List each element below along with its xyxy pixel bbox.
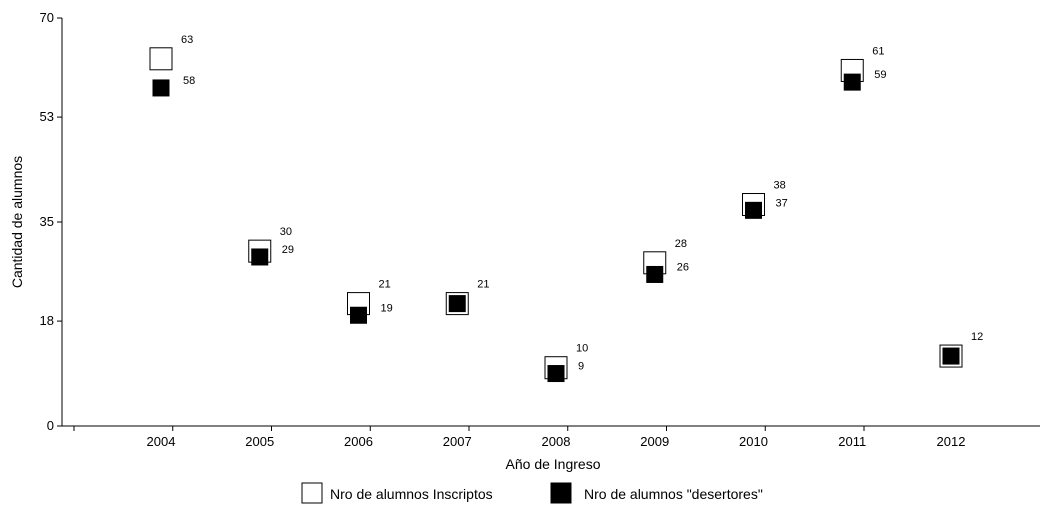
x-tick-label: 2004 [147,434,176,449]
legend-swatch-desertores [550,482,572,504]
desertores-marker [646,265,664,283]
data-markers [149,47,963,383]
x-tick-label: 2006 [344,434,373,449]
data-labels: 63 30 21 21 10 28 38 61 12 58 29 19 9 26 37 59 [181,34,983,373]
y-tick-label: 0 [47,418,54,433]
desertores-data-label: 37 [776,197,788,209]
inscriptos-data-label: 21 [379,279,391,291]
desertores-marker [745,201,762,219]
inscriptos-data-label: 30 [280,226,292,238]
y-ticks: 0 18 35 53 70 [40,10,62,433]
desertores-marker [843,73,861,91]
legend-label-inscriptos: Nro de alumnos Inscriptos [330,486,493,502]
inscriptos-data-label: 28 [675,238,687,250]
x-tick-label: 2008 [542,434,571,449]
desertores-data-label: 59 [874,69,886,81]
desertores-data-label: 19 [381,302,393,314]
inscriptos-data-label: 38 [774,180,786,192]
desertores-marker [152,79,170,97]
y-tick-label: 53 [40,109,54,124]
x-axis-title: Año de Ingreso [506,456,601,472]
desertores-marker [942,347,960,365]
inscriptos-data-label: 12 [971,331,983,343]
legend: Nro de alumnos Inscriptos Nro de alumnos… [301,482,763,504]
y-axis-title: Cantidad de alumnos [9,156,25,288]
desertores-marker [251,248,269,266]
x-tick-label: 2009 [640,434,669,449]
inscriptos-data-label: 63 [181,34,193,46]
inscriptos-data-label: 10 [576,343,588,355]
x-tick-label: 2011 [838,434,866,449]
x-ticks: 2004 2005 2006 2007 2008 2009 2010 2011 2012 [73,426,966,449]
x-tick-label: 2007 [443,434,472,449]
legend-swatch-inscriptos [301,482,323,504]
desertores-marker [448,295,466,313]
desertores-data-label: 29 [282,244,294,256]
desertores-marker [350,306,367,324]
inscriptos-marker [149,47,173,71]
desertores-data-label: 58 [183,75,195,87]
desertores-marker [547,365,565,383]
y-tick-label: 35 [40,214,54,229]
legend-label-desertores: Nro de alumnos "desertores" [584,486,763,502]
desertores-data-label: 9 [578,361,584,373]
x-tick-label: 2010 [739,434,768,449]
y-tick-label: 18 [40,313,54,328]
y-tick-label: 70 [40,10,54,25]
inscriptos-data-label: 21 [477,279,489,291]
inscriptos-data-label: 61 [872,45,884,57]
desertores-data-label: 26 [677,261,689,273]
x-tick-label: 2005 [245,434,274,449]
x-tick-label: 2012 [937,434,966,449]
